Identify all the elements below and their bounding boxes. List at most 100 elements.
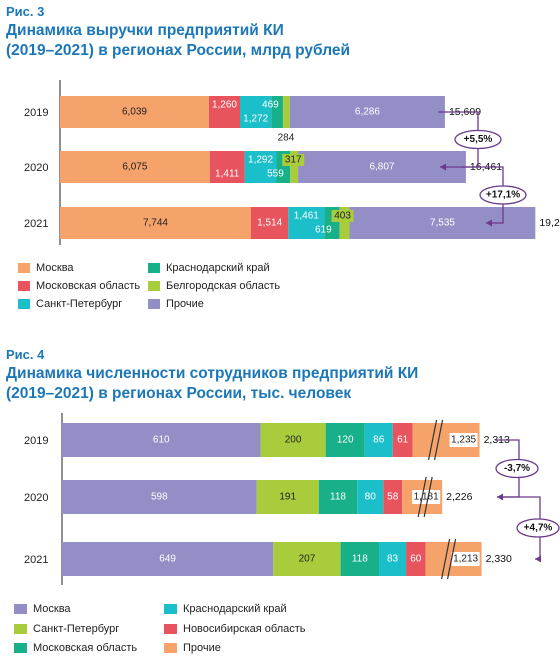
fig4-segment-label: 61 bbox=[397, 435, 409, 446]
fig3-growth-arrow bbox=[486, 219, 492, 227]
fig3-bar-segment bbox=[60, 207, 251, 239]
fig4-bar-segment bbox=[62, 423, 261, 457]
fig4-growth-badge bbox=[516, 518, 560, 538]
fig4-segment-label: 1,235 bbox=[451, 435, 476, 446]
fig4-growth-label: +4,7% bbox=[524, 523, 553, 534]
fig4-year-label: 2020 bbox=[24, 492, 48, 504]
fig4-segment-label: 598 bbox=[151, 492, 168, 503]
fig3-legend-label: Белгородская область bbox=[166, 280, 280, 292]
fig3-segment-label: 6,039 bbox=[122, 107, 147, 118]
fig3-bar-segment bbox=[271, 96, 283, 128]
fig4-total-label: 2,330 bbox=[486, 553, 512, 565]
fig3-segment-label: 6,286 bbox=[355, 107, 380, 118]
fig4-bar-segment bbox=[392, 423, 413, 457]
fig3-segment-label: 1,411 bbox=[215, 169, 240, 180]
fig3-legend-label: Московская область bbox=[36, 280, 140, 292]
fig3-legend-swatch bbox=[148, 299, 160, 309]
fig3-segment-label: 1,260 bbox=[212, 100, 237, 111]
fig3-legend-swatch bbox=[18, 281, 30, 291]
fig3-bar-segment bbox=[244, 151, 277, 183]
fig4-bar-segment bbox=[62, 480, 257, 514]
fig4-growth-badge bbox=[495, 458, 539, 479]
fig4-segment-label: 610 bbox=[153, 435, 170, 446]
fig3-bar-segment bbox=[209, 151, 245, 183]
fig3-bar-segment bbox=[250, 207, 289, 239]
fig3-bar-segment bbox=[349, 207, 536, 239]
fig4-axis-break bbox=[417, 476, 427, 518]
fig3-segment-label: 1,461 bbox=[294, 211, 319, 222]
fig4-segment-label: 1,181 bbox=[414, 492, 439, 503]
fig3-legend-swatch bbox=[148, 263, 160, 273]
fig3-segment-label: 6,075 bbox=[122, 162, 147, 173]
fig3-segment-label: 6,807 bbox=[369, 162, 394, 173]
fig3-segment-label: 1,292 bbox=[248, 155, 273, 166]
fig4-legend-label: Москва bbox=[33, 603, 71, 615]
fig3-growth-badge bbox=[454, 129, 502, 150]
fig4-bar-segment bbox=[340, 542, 380, 576]
fig4-segment-label: 207 bbox=[299, 554, 316, 565]
fig4-legend-label: Краснодарский край bbox=[183, 603, 287, 615]
fig3-bar-segment bbox=[60, 151, 210, 183]
fig3-bar-segment bbox=[60, 96, 209, 128]
fig4-legend-swatch bbox=[164, 624, 177, 634]
fig4-segment-label: 118 bbox=[330, 492, 346, 503]
fig3-legend-swatch bbox=[148, 281, 160, 291]
fig3-year-label: 2019 bbox=[24, 107, 48, 119]
fig4-legend-swatch bbox=[164, 643, 177, 653]
fig3-segment-label: 7,744 bbox=[143, 218, 168, 229]
fig4-axis-break bbox=[446, 538, 457, 580]
fig3-bar-segment bbox=[289, 96, 445, 128]
fig4-segment-label: 649 bbox=[159, 554, 176, 565]
fig4-growth-label: -3,7% bbox=[504, 463, 530, 474]
fig3-title-line1: Динамика выручки предприятий КИ bbox=[6, 22, 284, 39]
fig3-label-bg bbox=[331, 209, 354, 222]
fig3-legend-label: Москва bbox=[36, 262, 74, 274]
fig4-segment-label: 191 bbox=[279, 492, 296, 503]
fig3-segment-label: 1,272 bbox=[243, 114, 268, 125]
fig3-segment-label: 559 bbox=[267, 169, 284, 180]
fig3-legend-label: Санкт-Петербург bbox=[36, 298, 122, 310]
fig3-bar-segment bbox=[298, 151, 466, 183]
fig4-total-label: 2,226 bbox=[446, 491, 472, 503]
fig3-segment-label: 1,514 bbox=[257, 218, 282, 229]
fig3-bar-segment bbox=[239, 96, 272, 128]
fig3-label: Рис. 3 bbox=[6, 4, 44, 19]
fig4-year-label: 2021 bbox=[24, 554, 48, 566]
fig3-growth-label: +17,1% bbox=[486, 190, 520, 201]
fig4-axis-break bbox=[433, 419, 444, 461]
fig4-legend-label: Прочие bbox=[183, 642, 221, 654]
fig4-title-line1: Динамика численности сотрудников предпри… bbox=[6, 365, 418, 382]
fig3-bar-segment bbox=[288, 207, 325, 239]
fig3-legend-label: Краснодарский край bbox=[166, 262, 270, 274]
fig4-bar-segment bbox=[364, 423, 393, 457]
fig4-segment-label: 60 bbox=[410, 554, 422, 565]
fig4-year-label: 2019 bbox=[24, 435, 48, 447]
fig4-segment-label: 200 bbox=[285, 435, 302, 446]
fig4-legend-swatch bbox=[14, 624, 27, 634]
fig3-segment-label: 403 bbox=[334, 211, 351, 222]
fig4-label-bg bbox=[412, 490, 441, 504]
fig4-bar-segment bbox=[383, 480, 403, 514]
fig3-bar-segment bbox=[290, 151, 299, 183]
fig3-growth-label: +5,5% bbox=[464, 134, 493, 145]
fig4-segment-label: 58 bbox=[387, 492, 399, 503]
fig3-legend-swatch bbox=[18, 263, 30, 273]
fig4-axis-break bbox=[427, 419, 438, 461]
fig4-axis-break bbox=[440, 538, 451, 580]
fig4-axis-break bbox=[423, 476, 433, 518]
fig4-segment-label: 83 bbox=[387, 554, 399, 565]
fig3-segment-label: 619 bbox=[315, 225, 332, 236]
fig3-segment-label: 284 bbox=[278, 133, 295, 144]
fig4-bar-segment bbox=[62, 542, 274, 576]
fig3-year-label: 2020 bbox=[24, 162, 48, 174]
fig3-total-label: 19,276 bbox=[539, 217, 560, 229]
fig4-label-bg bbox=[451, 552, 480, 566]
fig4-segment-label: 80 bbox=[365, 492, 377, 503]
fig3-growth-badge bbox=[479, 185, 527, 205]
fig3-year-label: 2021 bbox=[24, 218, 48, 230]
fig4-segment-label: 86 bbox=[373, 435, 385, 446]
fig4-legend-swatch bbox=[14, 643, 27, 653]
